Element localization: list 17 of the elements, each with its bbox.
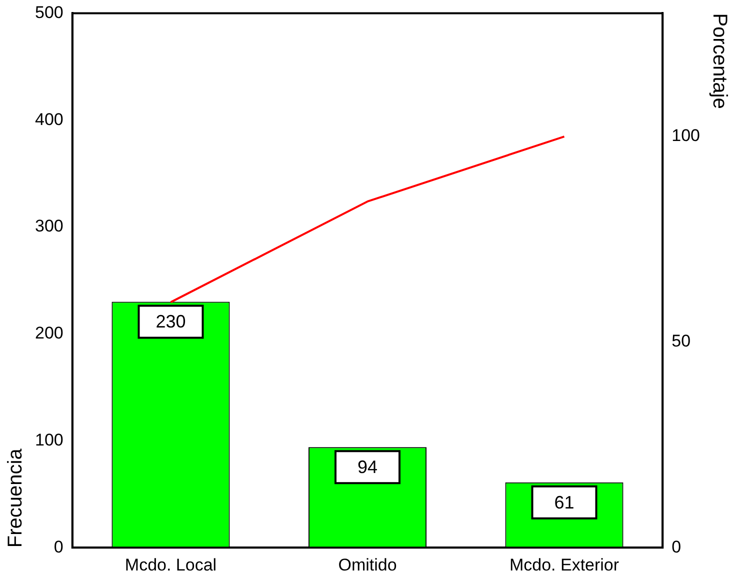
y-tick-label: 300 [34,216,64,236]
y2-tick-label: 0 [672,537,682,556]
x-tick-label: Mcdo. Exterior [509,555,620,574]
y2-axis-title: Porcentaje [708,13,730,109]
y2-tick-label: 100 [672,126,700,146]
y-tick-label: 0 [54,537,64,556]
y-axis-title: Frecuencia [4,448,27,548]
data-label: 94 [357,457,378,478]
x-tick-label: Mcdo. Local [124,555,217,574]
y-tick-label: 400 [34,110,64,129]
x-tick-label: Omitido [338,555,397,574]
data-label: 61 [554,492,574,512]
y-tick-label: 500 [34,2,64,22]
y2-tick-label: 50 [672,332,691,351]
y-tick-label: 100 [34,430,64,450]
y-tick-label: 200 [34,324,64,343]
data-label: 230 [156,312,186,332]
